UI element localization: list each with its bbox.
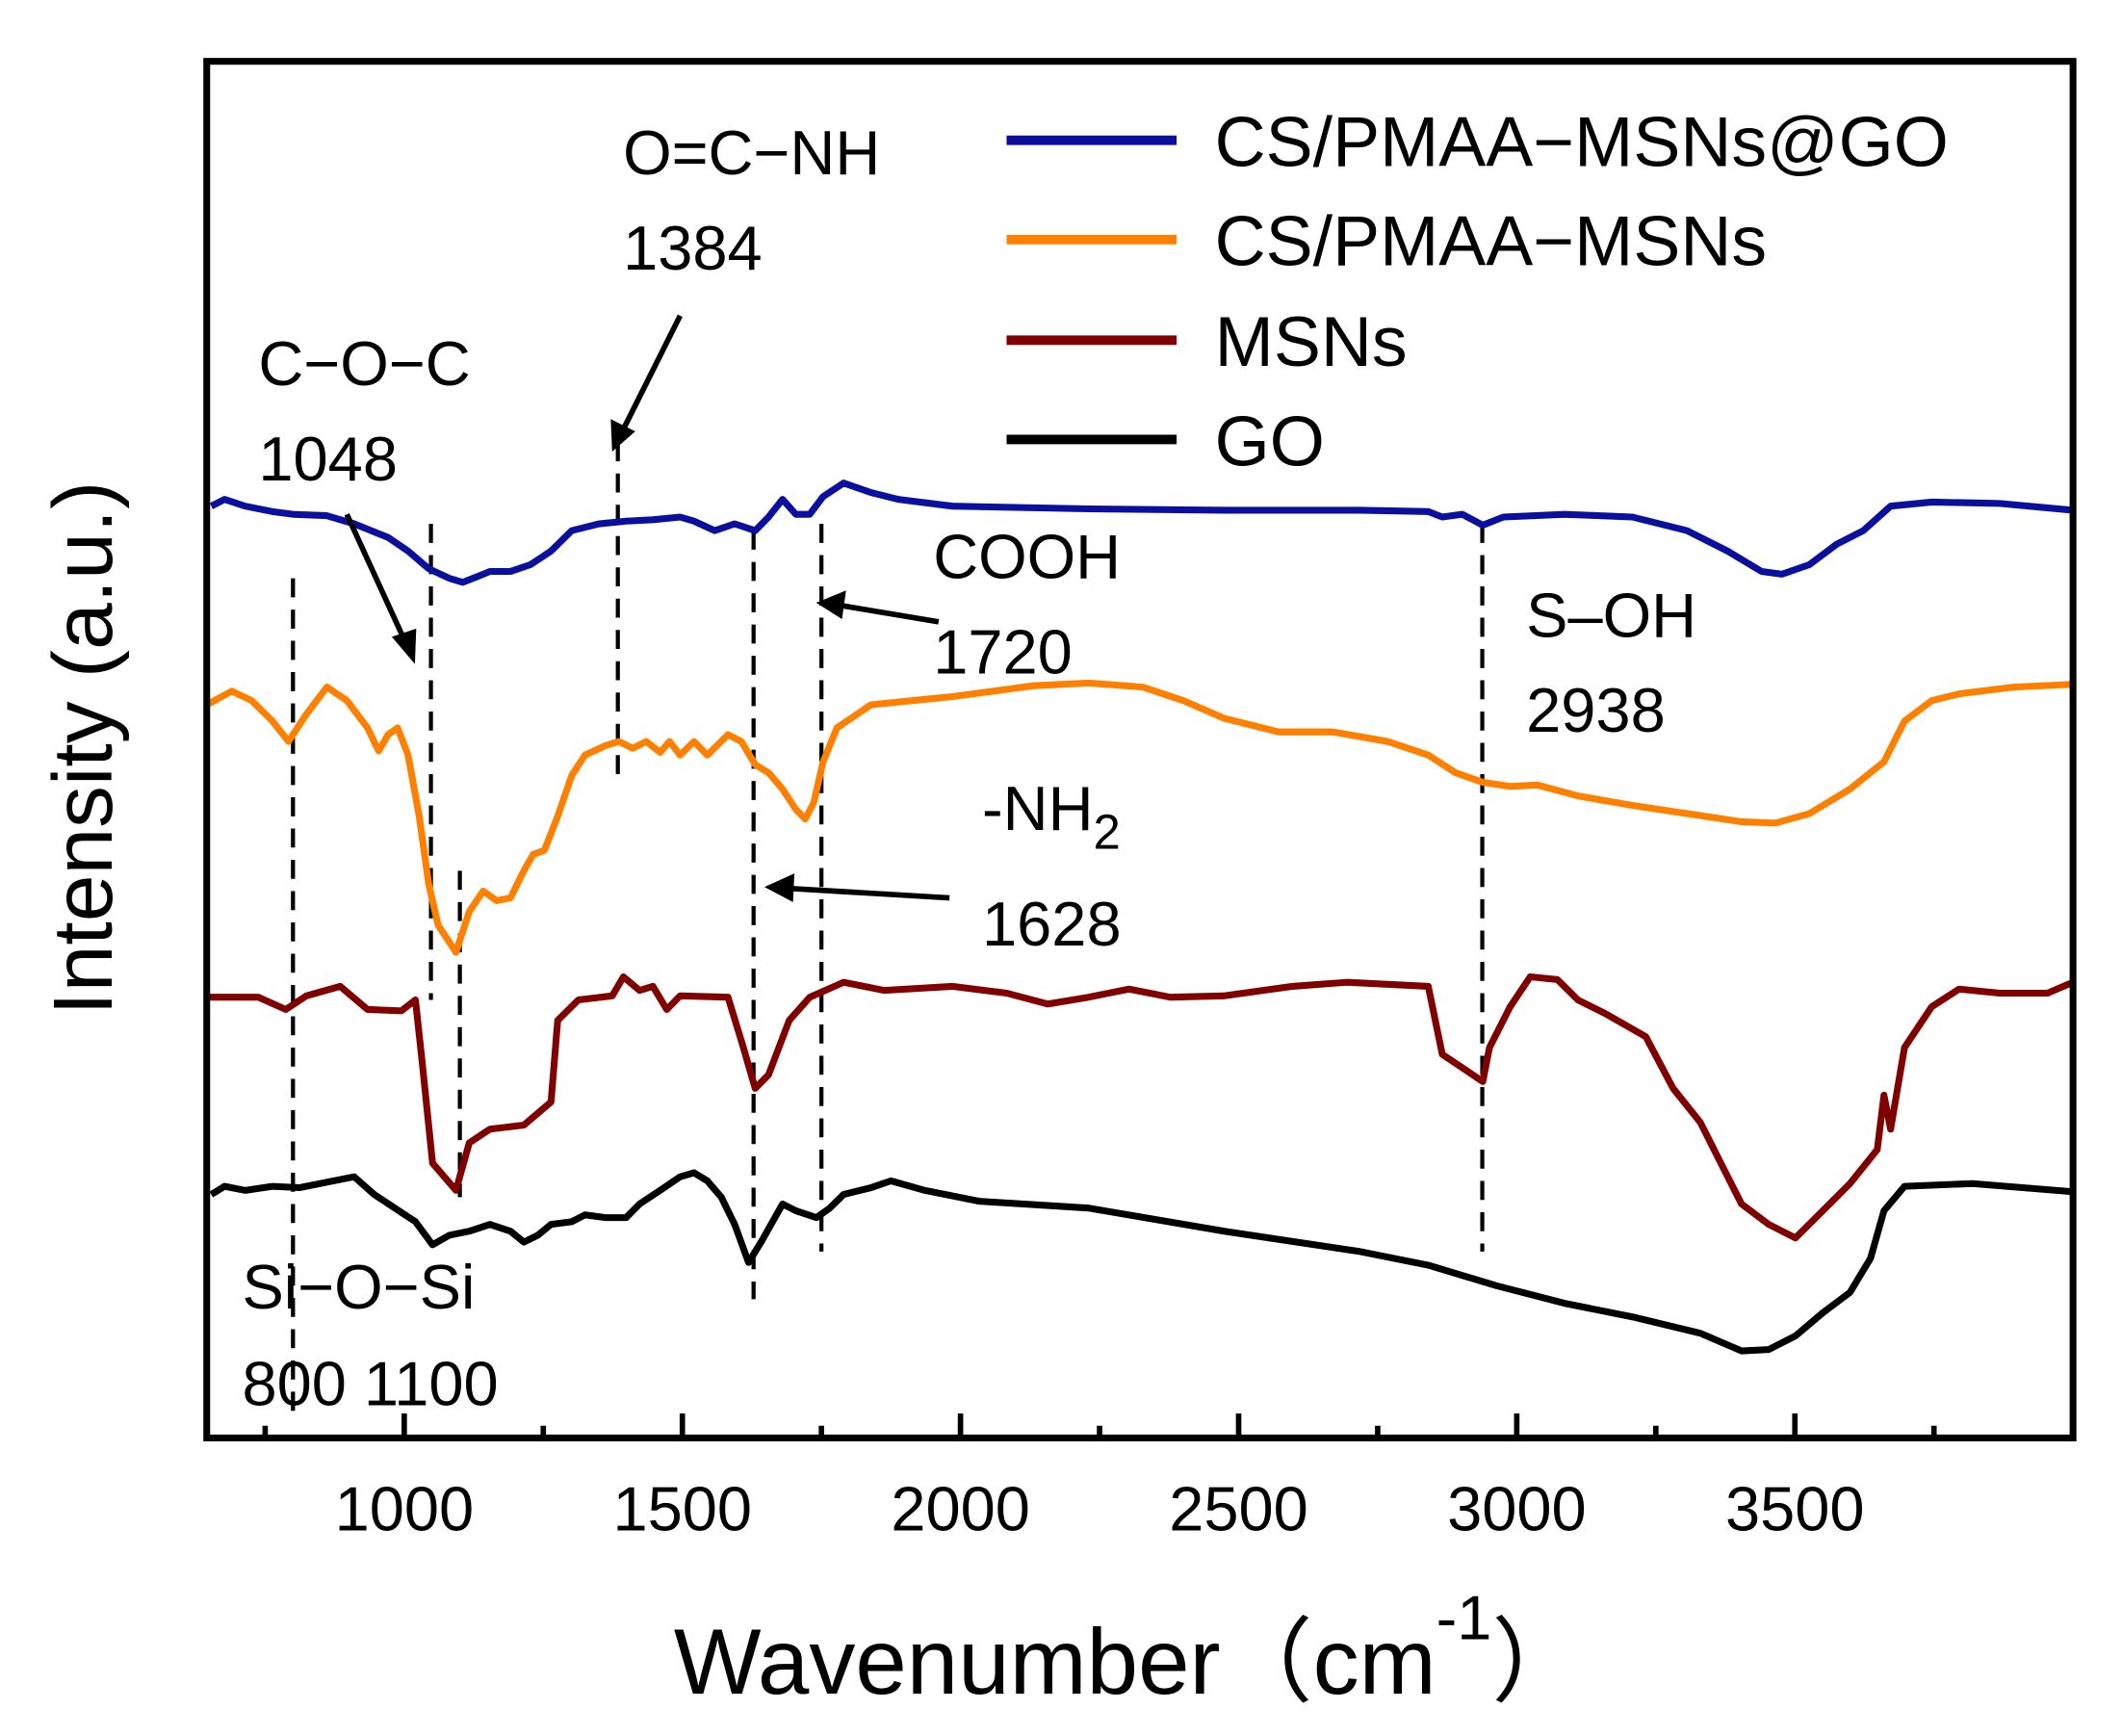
x-tick-label: 2500: [1169, 1474, 1308, 1544]
legend-label-0: CS/PMAA−MSNs@GO: [1215, 101, 1949, 181]
series-line-0: [209, 479, 2074, 586]
x-label-close: ）: [1491, 1611, 1584, 1714]
annotation-soh-value: 2938: [1526, 675, 1666, 745]
arrow-coc: [344, 512, 417, 664]
annotation-amide-value: 1384: [623, 213, 763, 283]
annotation-soh: S–OH: [1526, 580, 1696, 650]
x-ticks: 1000 1500 2000 2500 3000 3500: [262, 1413, 1937, 1544]
x-tick-label: 1000: [335, 1474, 475, 1544]
x-tick-label: 2000: [891, 1474, 1030, 1544]
reference-lines: [291, 442, 1485, 1415]
x-tick-label: 3000: [1447, 1474, 1587, 1544]
nh2-text: -NH: [982, 773, 1093, 843]
annotation-nh2: -NH2: [982, 773, 1121, 860]
legend-label-3: GO: [1215, 401, 1325, 480]
series-line-2: [206, 972, 2075, 1242]
series-line-1: [205, 679, 2074, 956]
legend: CS/PMAA−MSNs@GO CS/PMAA−MSNs MSNs GO: [1006, 101, 1949, 480]
annotation-coc: C−O−C: [258, 328, 470, 399]
x-tick-label: 3500: [1725, 1474, 1865, 1544]
arrow-cooh: [815, 590, 940, 625]
arrow-nh2: [764, 873, 950, 902]
arrow-amide: [610, 314, 683, 453]
annotation-siosi-values: 800 1100: [242, 1349, 498, 1419]
annotation-amide: O=C−NH: [623, 117, 880, 188]
x-tick-label: 1500: [612, 1474, 752, 1544]
plot-frame: [203, 58, 2077, 1442]
series-line-3: [209, 1169, 2074, 1355]
annotation-nh2-value: 1628: [982, 889, 1122, 959]
x-label-sup: -1: [1436, 1583, 1492, 1653]
annotation-cooh: COOH: [933, 522, 1121, 592]
annotations: O=C−NH 1384 C−O−C 1048 COOH 1720 S–OH 29…: [242, 117, 1696, 1419]
legend-label-2: MSNs: [1215, 301, 1408, 381]
annotation-siosi: Si−O−Si: [242, 1252, 475, 1322]
y-axis-label: Intensity (a.u.): [36, 481, 130, 1016]
series-lines: [205, 479, 2075, 1355]
annotation-coc-value: 1048: [258, 424, 398, 494]
nh2-subscript: 2: [1094, 805, 1121, 860]
x-label-main: Wavenumber（cm: [674, 1611, 1436, 1714]
legend-label-1: CS/PMAA−MSNs: [1215, 201, 1767, 281]
x-axis-label: Wavenumber（cm-1）: [674, 1583, 1585, 1715]
annotation-cooh-value: 1720: [933, 616, 1073, 687]
